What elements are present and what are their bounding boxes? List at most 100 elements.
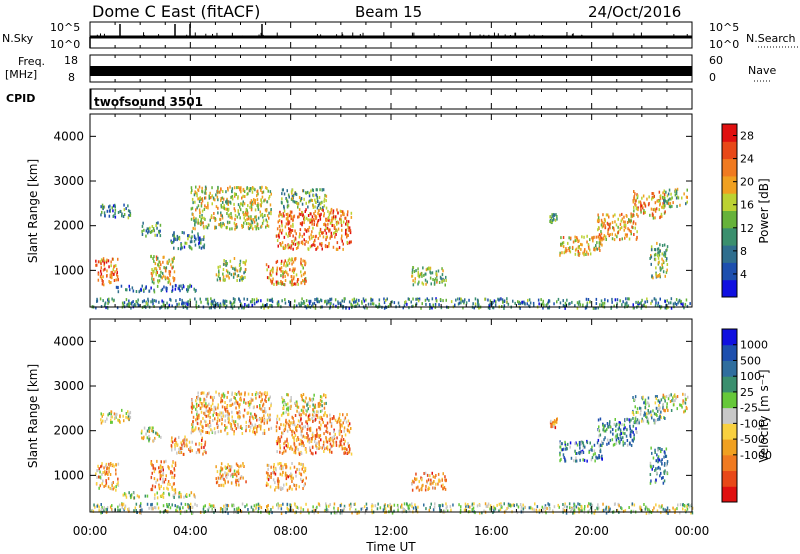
echo-pixel — [661, 462, 663, 466]
echo-pixel — [654, 448, 656, 452]
echo-pixel — [194, 227, 196, 231]
echo-pixel — [266, 220, 269, 224]
echo-pixel — [250, 412, 252, 416]
echo-pixel — [556, 300, 558, 304]
echo-pixel — [200, 402, 203, 405]
echo-pixel — [559, 301, 562, 305]
echo-pixel — [631, 214, 634, 218]
echo-pixel — [280, 512, 283, 515]
echo-pixel — [291, 262, 293, 266]
echo-pixel — [285, 418, 287, 422]
echo-pixel — [255, 215, 257, 219]
echo-pixel — [683, 192, 685, 196]
echo-pixel — [132, 300, 134, 304]
echo-pixel — [559, 445, 562, 449]
echo-pixel — [621, 212, 623, 216]
echo-pixel — [658, 190, 661, 194]
echo-pixel — [161, 480, 164, 484]
echo-pixel — [304, 469, 307, 472]
echo-pixel — [250, 401, 252, 405]
echo-pixel — [332, 443, 335, 447]
echo-pixel — [320, 298, 322, 302]
echo-pixel — [287, 408, 290, 412]
echo-pixel — [172, 482, 175, 486]
echo-pixel — [327, 447, 329, 451]
echo-pixel — [582, 443, 585, 447]
echo-pixel — [109, 487, 111, 490]
echo-pixel — [636, 236, 638, 240]
echo-pixel — [208, 223, 210, 227]
echo-pixel — [260, 506, 263, 510]
echo-pixel — [177, 505, 179, 509]
echo-pixel — [214, 407, 217, 411]
echo-pixel — [635, 300, 637, 304]
echo-pixel — [126, 288, 128, 292]
echo-pixel — [128, 299, 130, 303]
echo-pixel — [332, 440, 335, 444]
echo-pixel — [615, 429, 617, 433]
echo-pixel — [311, 222, 313, 226]
echo-pixel — [228, 220, 231, 224]
echo-pixel — [261, 392, 263, 396]
echo-pixel — [251, 415, 254, 419]
echo-pixel — [604, 224, 606, 228]
echo-pixel — [439, 479, 441, 483]
echo-pixel — [228, 418, 230, 422]
echo-pixel — [291, 447, 294, 451]
echo-pixel — [242, 476, 244, 480]
echo-pixel — [459, 508, 462, 512]
echo-pixel — [302, 441, 304, 445]
echo-pixel — [176, 443, 179, 447]
echo-pixel — [236, 478, 239, 482]
echo-pixel — [412, 297, 414, 301]
echo-pixel — [237, 203, 240, 207]
echo-pixel — [297, 425, 299, 428]
echo-pixel — [205, 393, 208, 397]
echo-pixel — [606, 438, 609, 442]
echo-pixel — [248, 511, 250, 515]
echo-pixel — [598, 455, 601, 459]
echo-pixel — [221, 399, 223, 403]
echo-pixel — [519, 306, 521, 310]
echo-pixel — [296, 409, 298, 413]
echo-pixel — [628, 506, 630, 509]
echo-pixel — [666, 506, 669, 510]
echo-pixel — [234, 213, 237, 217]
y-tick-label: 1000 — [53, 263, 84, 277]
echo-pixel — [107, 477, 110, 481]
echo-pixel — [136, 494, 139, 498]
echo-pixel — [312, 505, 314, 509]
echo-pixel — [346, 448, 348, 452]
echo-pixel — [664, 306, 666, 310]
echo-pixel — [113, 264, 115, 268]
echo-pixel — [372, 302, 375, 306]
echo-pixel — [195, 300, 198, 304]
echo-pixel — [231, 427, 234, 431]
echo-pixel — [313, 508, 315, 512]
echo-pixel — [110, 264, 112, 268]
echo-pixel — [622, 440, 624, 444]
echo-pixel — [329, 420, 331, 424]
echo-pixel — [301, 480, 304, 483]
echo-pixel — [130, 493, 133, 497]
echo-pixel — [154, 233, 156, 237]
echo-pixel — [667, 397, 670, 401]
echo-pixel — [179, 511, 182, 515]
echo-pixel — [430, 271, 432, 275]
echo-pixel — [315, 413, 317, 417]
echo-pixel — [291, 429, 293, 433]
echo-pixel — [229, 215, 231, 219]
echo-pixel — [659, 202, 661, 206]
echo-pixel — [208, 407, 211, 411]
echo-pixel — [603, 221, 605, 225]
echo-pixel — [430, 482, 432, 486]
echo-pixel — [251, 300, 253, 303]
echo-pixel — [601, 457, 603, 461]
echo-pixel — [200, 429, 203, 433]
echo-pixel — [328, 241, 330, 245]
echo-pixel — [578, 252, 581, 256]
echo-pixel — [182, 452, 185, 456]
echo-pixel — [325, 235, 328, 239]
echo-pixel — [282, 411, 285, 415]
echo-pixel — [343, 426, 346, 430]
